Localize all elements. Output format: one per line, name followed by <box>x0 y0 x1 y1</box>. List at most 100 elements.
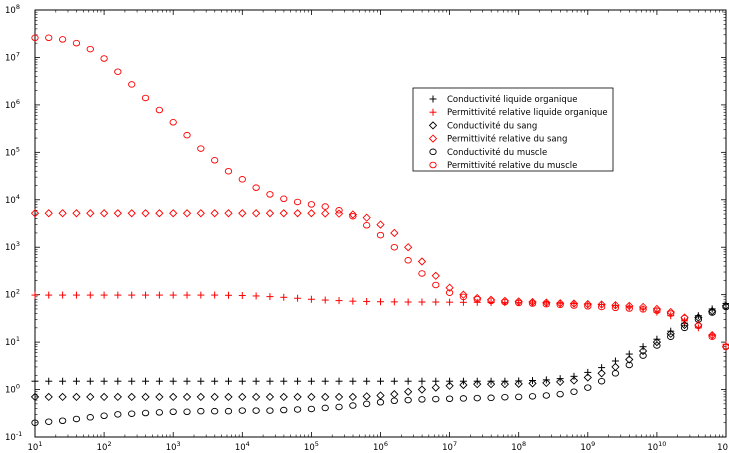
data-point <box>252 377 260 385</box>
data-point <box>113 209 122 218</box>
data-point <box>487 394 495 402</box>
data-point <box>432 298 440 306</box>
data-point <box>597 303 606 311</box>
data-point <box>31 377 39 385</box>
data-point <box>127 392 136 402</box>
plot-frame <box>34 9 727 438</box>
data-point <box>155 106 164 114</box>
data-point <box>362 213 371 222</box>
data-point <box>404 298 412 306</box>
data-point <box>694 322 703 330</box>
data-point <box>294 294 302 302</box>
data-point <box>514 379 523 388</box>
data-point <box>542 392 550 399</box>
x-tick-label: 104 <box>235 440 250 453</box>
data-point <box>349 377 357 385</box>
data-point <box>349 402 357 409</box>
data-point <box>459 395 468 402</box>
data-point <box>211 291 219 299</box>
data-point <box>45 291 53 299</box>
data-point <box>183 291 191 299</box>
data-point <box>280 195 288 203</box>
legend-items: Conductivité liquide organique Permittivi… <box>428 94 608 171</box>
axis-ticks: 101 102 103 104 105 106 107 108 109 1010 1010-1100… <box>5 3 728 453</box>
data-point <box>556 301 564 309</box>
data-point <box>542 299 550 307</box>
legend: Conductivité liquide organique Permittivi… <box>412 87 614 172</box>
y-tick-label: 104 <box>5 193 20 206</box>
data-point <box>251 392 261 402</box>
data-point <box>72 291 80 299</box>
data-point <box>417 385 427 394</box>
data-point <box>196 209 205 218</box>
data-point <box>515 393 523 401</box>
data-point <box>542 378 551 388</box>
data-point <box>390 228 399 238</box>
data-point <box>169 209 178 218</box>
data-point <box>584 368 592 376</box>
data-point <box>639 343 647 351</box>
data-point <box>128 410 136 417</box>
data-point <box>376 399 385 406</box>
data-point <box>390 397 398 405</box>
legend-label: Conductivité du sang <box>447 120 537 131</box>
data-point <box>680 320 689 330</box>
data-point <box>266 407 274 414</box>
legend-marker <box>428 134 438 143</box>
data-point <box>128 377 136 385</box>
legend-box <box>412 87 614 172</box>
data-point <box>86 377 94 385</box>
data-point <box>100 55 108 62</box>
legend-label: Conductivité liquide organique <box>447 94 577 105</box>
data-point <box>307 295 315 303</box>
data-point <box>307 377 315 385</box>
data-point <box>155 291 163 299</box>
data-point <box>486 380 496 389</box>
data-point <box>445 289 454 296</box>
x-tick-label: 106 <box>373 440 388 453</box>
data-point <box>279 209 288 218</box>
data-point <box>708 309 716 316</box>
data-point <box>31 34 39 42</box>
data-point <box>31 291 39 299</box>
data-point <box>196 392 205 402</box>
data-point <box>349 212 357 220</box>
data-point <box>114 68 122 75</box>
data-point <box>293 392 302 402</box>
data-point <box>666 329 675 338</box>
y-tick-label: 101 <box>5 335 20 348</box>
data-point <box>459 380 468 390</box>
data-point <box>418 377 426 385</box>
data-point <box>528 379 537 388</box>
data-point <box>182 392 192 402</box>
data-point <box>72 39 81 47</box>
data-point <box>169 119 177 126</box>
data-point <box>418 270 426 277</box>
data-point <box>238 407 246 414</box>
data-point <box>58 417 67 425</box>
data-point <box>542 300 550 308</box>
data-point <box>349 297 357 305</box>
data-point <box>30 209 40 218</box>
data-point <box>155 409 164 416</box>
data-point <box>321 392 330 402</box>
x-tick-label: 109 <box>580 440 595 453</box>
data-point <box>197 377 205 385</box>
data-point <box>722 303 729 311</box>
x-tick-label: 102 <box>97 440 112 453</box>
data-point <box>100 377 108 385</box>
data-point <box>169 377 177 385</box>
data-point <box>625 361 633 369</box>
data-point <box>280 293 288 301</box>
data-point <box>58 392 67 402</box>
data-point <box>279 392 288 402</box>
data-point <box>556 377 565 387</box>
data-point <box>473 394 481 402</box>
data-point <box>238 209 247 218</box>
data-point <box>44 392 53 402</box>
data-point <box>197 145 205 152</box>
data-point <box>72 209 81 218</box>
x-tick-label: 1010 <box>647 440 666 453</box>
data-point <box>515 299 523 307</box>
data-point <box>625 301 634 311</box>
